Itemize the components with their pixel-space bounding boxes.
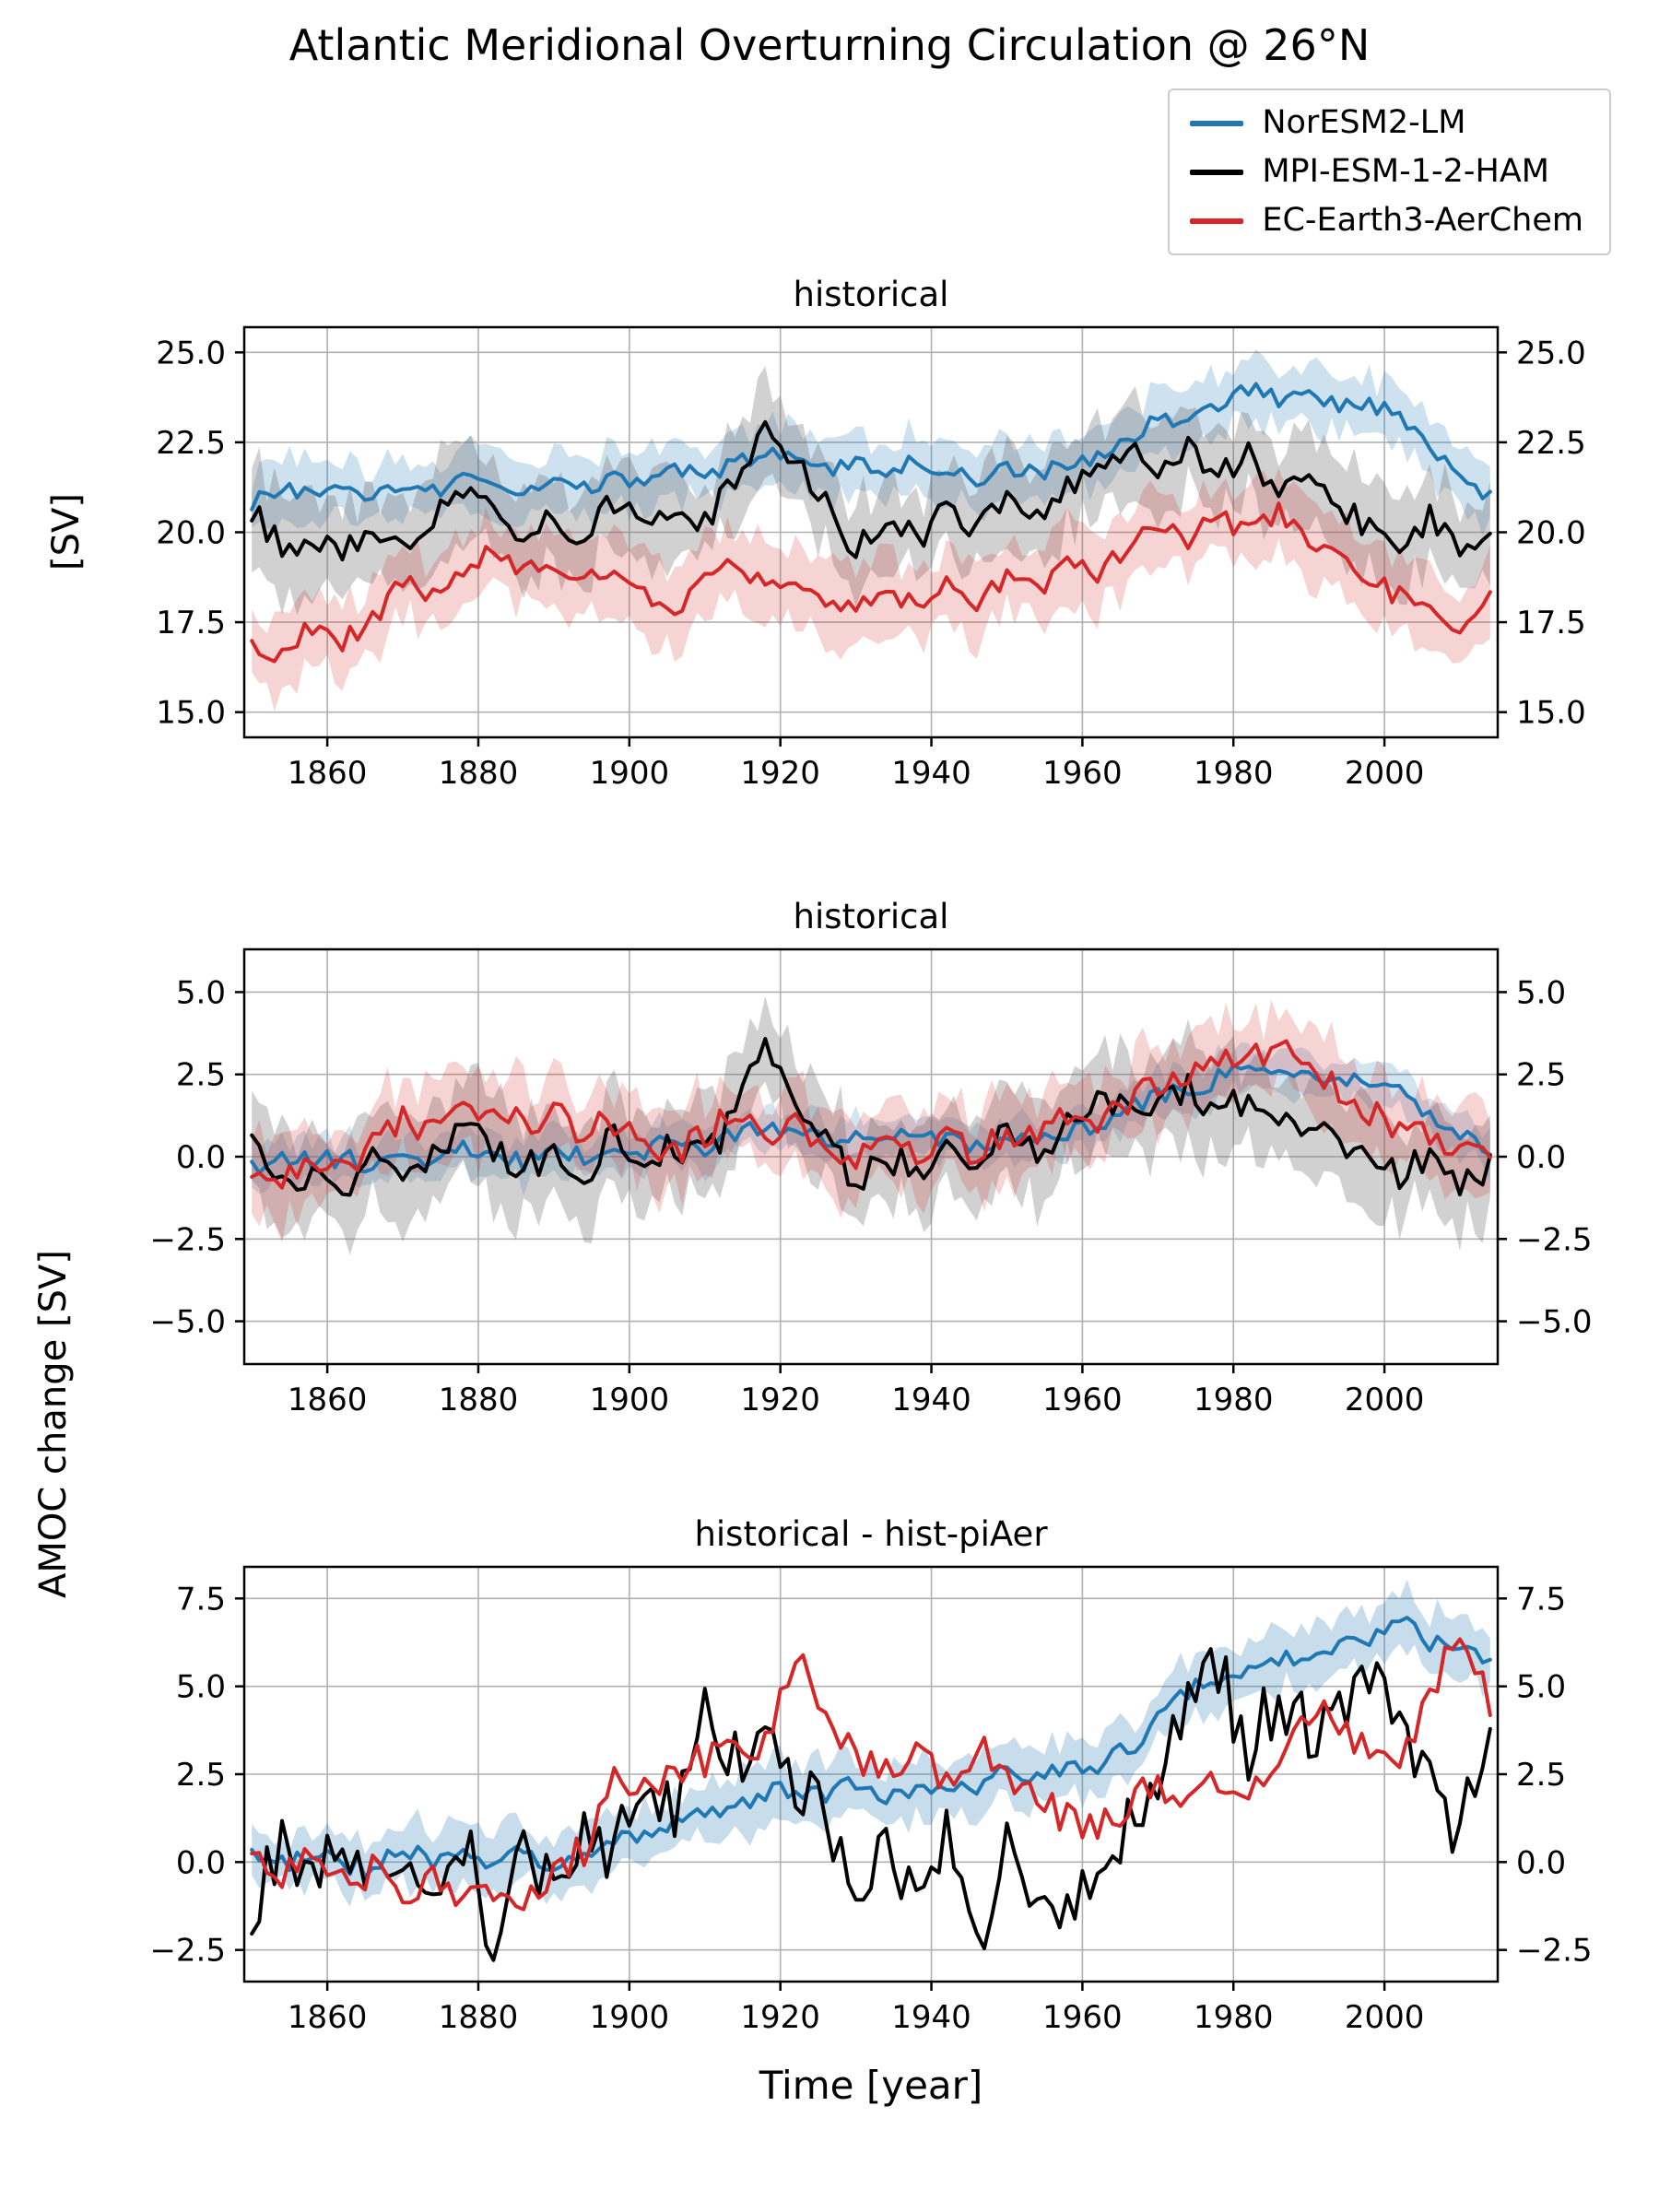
svg-text:1880: 1880 <box>439 1999 519 2036</box>
svg-text:1860: 1860 <box>288 755 368 792</box>
svg-text:1960: 1960 <box>1042 1999 1123 2036</box>
svg-text:1900: 1900 <box>590 1999 670 2036</box>
svg-text:1960: 1960 <box>1042 1382 1123 1418</box>
svg-text:1900: 1900 <box>590 755 670 792</box>
svg-text:2.5: 2.5 <box>176 1057 226 1094</box>
svg-text:2.5: 2.5 <box>1516 1057 1566 1094</box>
svg-text:25.0: 25.0 <box>156 335 226 371</box>
svg-text:2.5: 2.5 <box>1516 1757 1566 1794</box>
legend-item-ec-earth3: EC-Earth3-AerChem <box>1190 205 1583 237</box>
svg-text:1940: 1940 <box>891 755 971 792</box>
svg-text:0.0: 0.0 <box>176 1139 226 1176</box>
svg-text:17.5: 17.5 <box>156 605 226 641</box>
legend-item-noresm2: NorESM2-LM <box>1190 107 1583 139</box>
y-axis-label-sv: [SV] <box>45 493 88 571</box>
svg-text:1980: 1980 <box>1194 1382 1274 1418</box>
svg-text:5.0: 5.0 <box>176 974 226 1011</box>
legend-item-mpi-esm: MPI-ESM-1-2-HAM <box>1190 156 1583 188</box>
panel-title-historical-top: historical <box>793 275 949 314</box>
svg-text:1980: 1980 <box>1194 755 1274 792</box>
svg-text:−2.5: −2.5 <box>149 1933 226 1970</box>
svg-text:1920: 1920 <box>740 1382 820 1418</box>
svg-text:15.0: 15.0 <box>156 695 226 732</box>
svg-text:5.0: 5.0 <box>176 1669 226 1706</box>
svg-text:22.5: 22.5 <box>156 425 226 462</box>
svg-text:−5.0: −5.0 <box>1516 1304 1593 1341</box>
x-axis-label-time: Time [year] <box>759 2063 983 2108</box>
svg-text:0.0: 0.0 <box>1516 1139 1566 1176</box>
svg-text:−2.5: −2.5 <box>1516 1221 1593 1258</box>
svg-text:1960: 1960 <box>1042 755 1123 792</box>
svg-text:5.0: 5.0 <box>1516 1669 1566 1706</box>
svg-text:1880: 1880 <box>439 755 519 792</box>
svg-text:7.5: 7.5 <box>176 1581 226 1618</box>
svg-text:1920: 1920 <box>740 755 820 792</box>
panel-title-historical-middle: historical <box>793 897 949 936</box>
figure-title: Atlantic Meridional Overturning Circulat… <box>288 20 1371 70</box>
svg-text:1940: 1940 <box>891 1382 971 1418</box>
svg-text:22.5: 22.5 <box>1516 425 1586 462</box>
legend-item-label: NorESM2-LM <box>1262 104 1466 141</box>
svg-text:2000: 2000 <box>1345 755 1425 792</box>
legend-line-swatch-red <box>1190 218 1244 224</box>
svg-text:1940: 1940 <box>891 1999 971 2036</box>
svg-text:15.0: 15.0 <box>1516 695 1586 732</box>
svg-text:−2.5: −2.5 <box>1516 1933 1593 1970</box>
svg-text:1980: 1980 <box>1194 1999 1274 2036</box>
svg-text:0.0: 0.0 <box>176 1844 226 1881</box>
svg-text:2.5: 2.5 <box>176 1757 226 1794</box>
legend-item-label: MPI-ESM-1-2-HAM <box>1262 153 1549 190</box>
svg-text:2000: 2000 <box>1345 1382 1425 1418</box>
legend: NorESM2-LM MPI-ESM-1-2-HAM EC-Earth3-Aer… <box>1168 88 1611 255</box>
svg-text:20.0: 20.0 <box>156 515 226 552</box>
svg-text:25.0: 25.0 <box>1516 335 1586 371</box>
legend-line-swatch-blue <box>1190 120 1244 126</box>
y-axis-label-amoc-change: AMOC change [SV] <box>32 1250 75 1598</box>
svg-text:1860: 1860 <box>288 1382 368 1418</box>
panel-title-hist-piaer: historical - hist-piAer <box>694 1514 1048 1554</box>
svg-text:7.5: 7.5 <box>1516 1581 1566 1618</box>
svg-text:20.0: 20.0 <box>1516 515 1586 552</box>
svg-text:−5.0: −5.0 <box>149 1304 226 1341</box>
svg-text:0.0: 0.0 <box>1516 1844 1566 1881</box>
svg-text:1920: 1920 <box>740 1999 820 2036</box>
svg-text:1860: 1860 <box>288 1999 368 2036</box>
svg-text:17.5: 17.5 <box>1516 605 1586 641</box>
svg-text:1900: 1900 <box>590 1382 670 1418</box>
legend-item-label: EC-Earth3-AerChem <box>1262 202 1583 239</box>
svg-text:2000: 2000 <box>1345 1999 1425 2036</box>
svg-text:5.0: 5.0 <box>1516 974 1566 1011</box>
svg-text:−2.5: −2.5 <box>149 1221 226 1258</box>
legend-line-swatch-black <box>1190 169 1244 175</box>
svg-text:1880: 1880 <box>439 1382 519 1418</box>
